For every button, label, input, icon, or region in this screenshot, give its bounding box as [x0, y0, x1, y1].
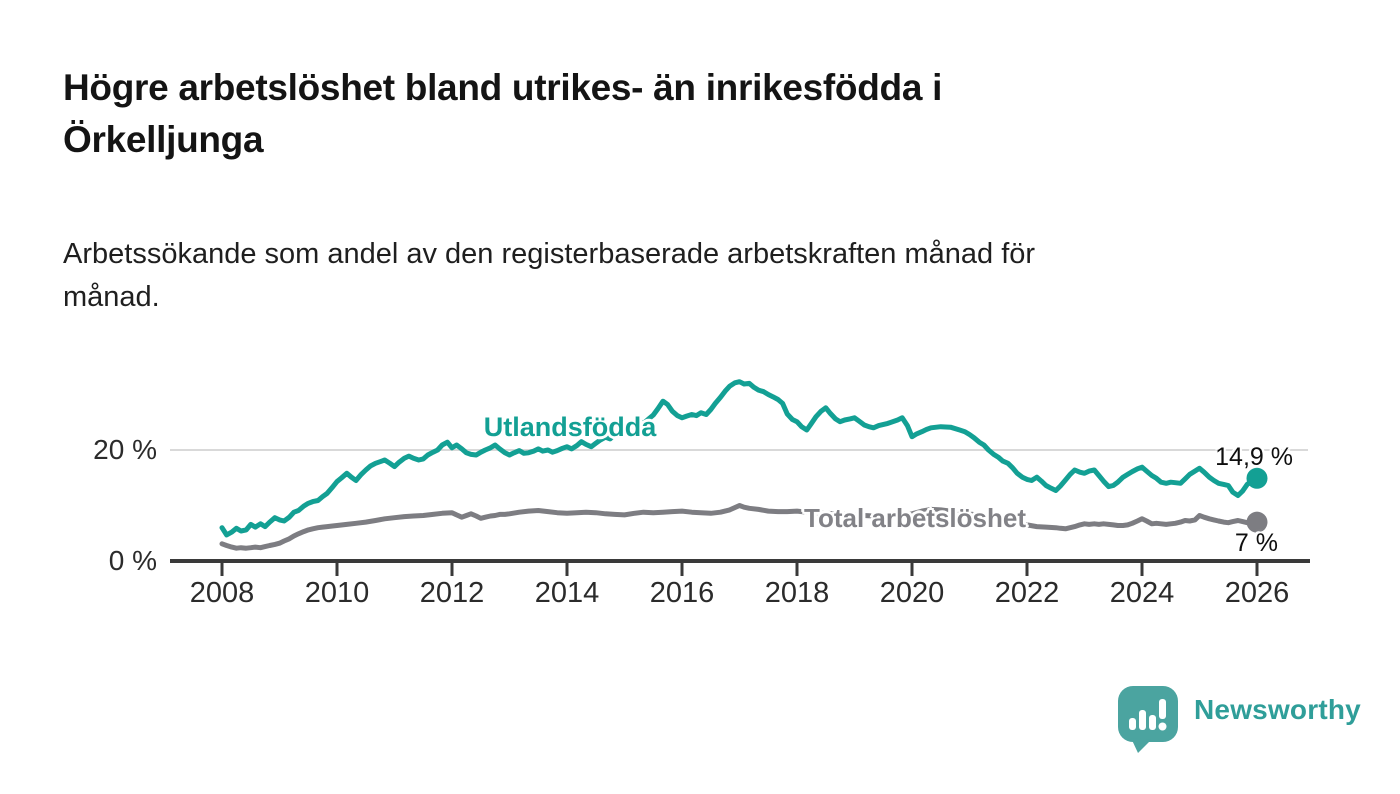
x-tick-label-2024: 2024 — [1109, 577, 1175, 609]
series-label-utlandsfodda: Utlandsfödda — [483, 412, 657, 442]
x-axis-tick-2008 — [220, 561, 224, 576]
x-axis-tick-2010 — [335, 561, 339, 576]
y-tick-label-20: 20 % — [93, 434, 157, 465]
title-line-1: Högre arbetslöshet bland utrikes- än inr… — [63, 67, 943, 108]
x-tick-label-2010: 2010 — [304, 577, 370, 609]
x-axis-line — [170, 559, 1310, 563]
subtitle-line-1: Arbetssökande som andel av den registerb… — [63, 238, 1036, 270]
series-end-dot-1 — [1246, 511, 1268, 533]
x-axis-tick-2014 — [565, 561, 569, 576]
end-value-label-total: 7 % — [1234, 529, 1278, 557]
x-axis-tick-2012 — [450, 561, 454, 576]
x-axis-tick-2020 — [910, 561, 914, 576]
x-axis-tick-2022 — [1025, 561, 1029, 576]
newsworthy-logo: Newsworthy — [1116, 684, 1361, 756]
x-tick-label-2008: 2008 — [189, 577, 255, 609]
newsworthy-logo-icon — [1118, 686, 1178, 753]
x-tick-label-2022: 2022 — [994, 577, 1060, 609]
newsworthy-logo-text: Newsworthy — [1194, 694, 1361, 725]
series-line-0 — [219, 379, 1260, 538]
x-tick-label-2018: 2018 — [764, 577, 830, 609]
x-axis-tick-2016 — [680, 561, 684, 576]
series-line-1 — [219, 503, 1260, 551]
series-end-dot-0 — [1246, 467, 1268, 489]
subtitle-line-2: månad. — [63, 281, 160, 313]
series-label-total-arbetsloshet: Total arbetslöshet — [803, 503, 1027, 533]
y-tick-label-0: 0 % — [108, 545, 157, 576]
x-tick-label-2016: 2016 — [649, 577, 715, 609]
chart-subtitle: Arbetssökande som andel av den registerb… — [63, 233, 1303, 319]
page-title: Högre arbetslöshet bland utrikes- än inr… — [63, 62, 1303, 166]
x-axis-tick-2024 — [1140, 561, 1144, 576]
x-axis-tick-2018 — [795, 561, 799, 576]
gridline-20 — [170, 449, 1308, 451]
x-tick-label-2012: 2012 — [419, 577, 485, 609]
x-tick-label-2014: 2014 — [534, 577, 600, 609]
end-value-label-utlandsfodda: 14,9 % — [1215, 443, 1293, 471]
title-line-2: Örkelljunga — [63, 119, 264, 160]
x-tick-label-2026: 2026 — [1224, 577, 1290, 609]
x-axis-tick-2026 — [1255, 561, 1259, 576]
x-tick-label-2020: 2020 — [879, 577, 945, 609]
